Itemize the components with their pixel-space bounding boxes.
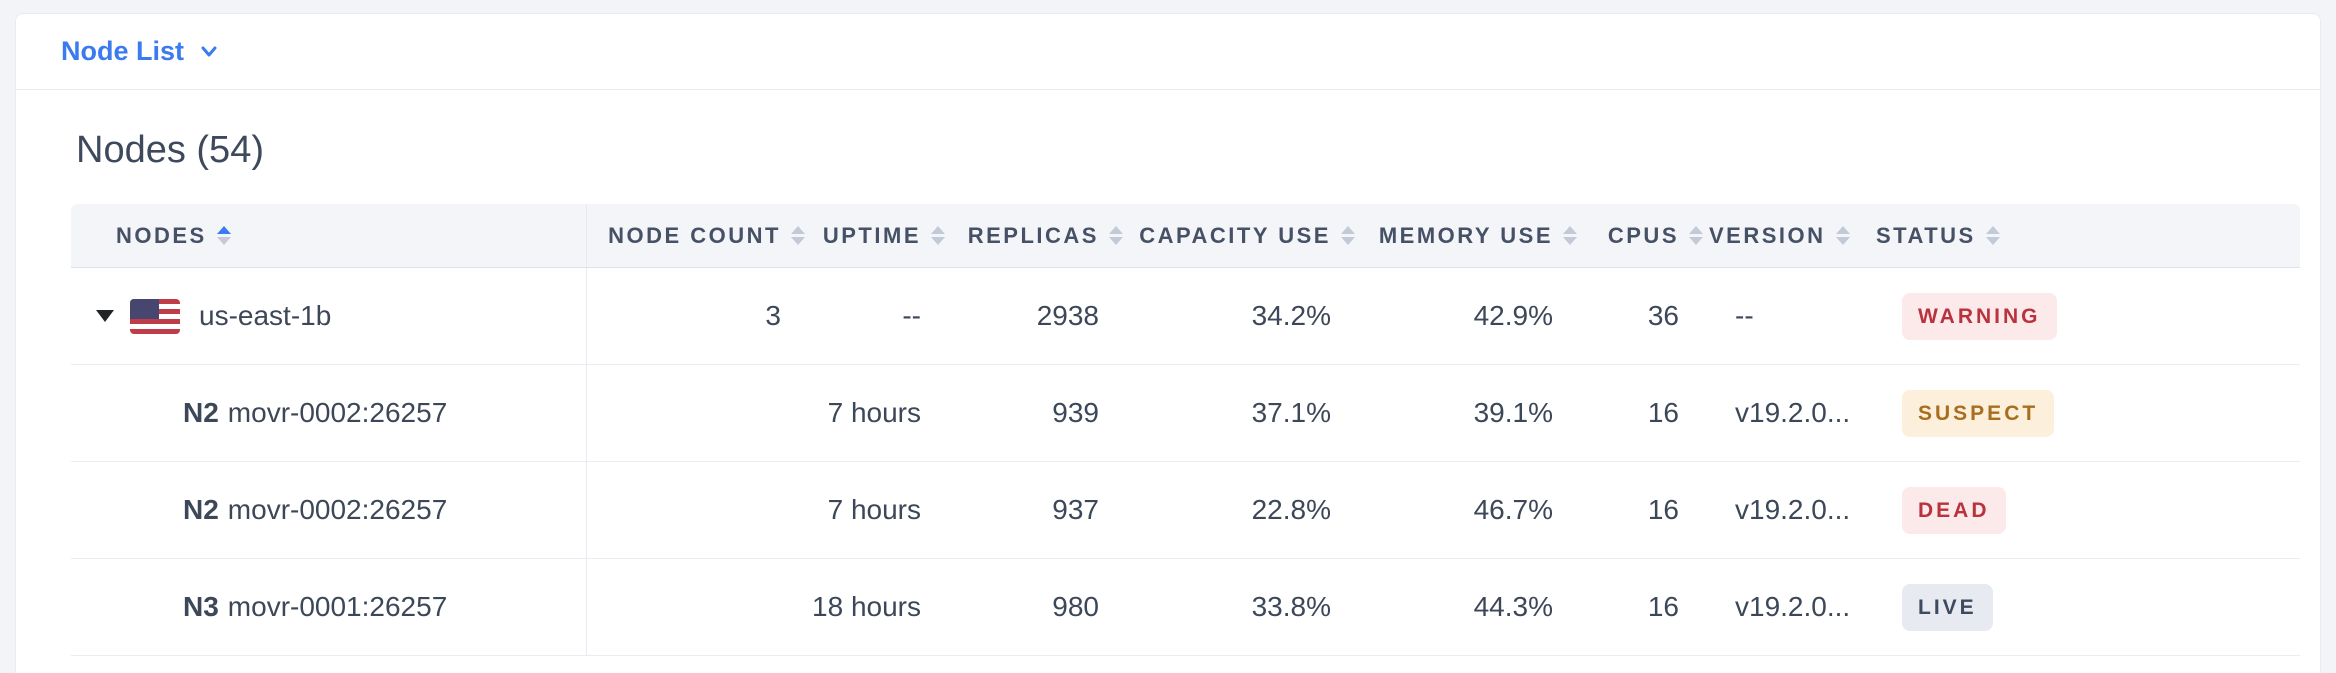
status-badge: WARNING: [1902, 292, 2057, 340]
column-header-label: UPTIME: [822, 222, 921, 248]
collapse-caret-icon[interactable]: [96, 310, 114, 322]
node-count-cell: [587, 559, 811, 655]
page-title: Nodes (54): [76, 129, 264, 171]
column-header-version[interactable]: VERSION: [1709, 204, 1876, 267]
node-address: movr-0001:26257: [227, 591, 448, 622]
sort-icon: [1689, 226, 1703, 245]
status-badge: LIVE: [1902, 583, 1993, 631]
cpus-cell: 16: [1647, 494, 1679, 525]
column-header-label: NODE COUNT: [608, 222, 781, 248]
capacity-use-cell: 34.2%: [1251, 300, 1331, 331]
node-count-cell: [587, 365, 811, 461]
column-header-label: REPLICAS: [967, 222, 1099, 248]
table-body: us-east-1b 3 -- 2938 34.2% 42.9% 36 -- W…: [71, 268, 2300, 656]
status-cell: LIVE: [1876, 559, 2300, 655]
node-list-dropdown-label: Node List: [61, 36, 185, 66]
sort-icon: [1109, 226, 1123, 245]
column-header-label: CAPACITY USE: [1139, 222, 1331, 248]
column-header-status[interactable]: STATUS: [1876, 204, 2300, 267]
region-name: us-east-1b: [199, 300, 332, 331]
column-header-label: NODES: [116, 222, 207, 248]
node-count-cell: 3: [765, 300, 781, 331]
node-id: N2: [183, 494, 219, 525]
column-header-capacity_use[interactable]: CAPACITY USE: [1129, 204, 1361, 267]
version-cell: v19.2.0...: [1735, 591, 1851, 622]
node-address: movr-0002:26257: [227, 397, 448, 428]
column-header-label: STATUS: [1876, 222, 1976, 248]
cpus-cell: 16: [1647, 591, 1679, 622]
sort-icon: [931, 226, 945, 245]
column-header-node_count[interactable]: NODE COUNT: [587, 204, 811, 267]
status-badge: SUSPECT: [1902, 389, 2055, 437]
capacity-use-cell: 33.8%: [1251, 591, 1331, 622]
node-list-card: Node List Nodes (54) NODES NODE COUNT UP…: [15, 13, 2321, 673]
column-header-uptime[interactable]: UPTIME: [811, 204, 951, 267]
sort-icon: [1341, 226, 1355, 245]
column-header-cpus[interactable]: CPUS: [1583, 204, 1709, 267]
version-cell: v19.2.0...: [1735, 397, 1851, 428]
uptime-cell: --: [902, 300, 921, 331]
table-row: us-east-1b 3 -- 2938 34.2% 42.9% 36 -- W…: [71, 268, 2300, 365]
page-topbar: Node List: [16, 14, 2320, 90]
node-list-dropdown[interactable]: Node List: [61, 36, 220, 67]
table-header-row: NODES NODE COUNT UPTIME REPLICAS CAPACIT…: [71, 204, 2300, 268]
uptime-cell: 18 hours: [812, 591, 921, 622]
table-row: N2 movr-0002:26257 7 hours 937 22.8% 46.…: [71, 462, 2300, 559]
nodes-table: NODES NODE COUNT UPTIME REPLICAS CAPACIT…: [71, 204, 2300, 656]
column-header-label: CPUS: [1607, 222, 1679, 248]
memory-use-cell: 42.9%: [1473, 300, 1553, 331]
table-row: N2 movr-0002:26257 7 hours 939 37.1% 39.…: [71, 365, 2300, 462]
column-header-replicas[interactable]: REPLICAS: [951, 204, 1129, 267]
nodes-cell: N2 movr-0002:26257: [71, 462, 587, 558]
column-header-label: MEMORY USE: [1378, 222, 1553, 248]
nodes-cell: N2 movr-0002:26257: [71, 365, 587, 461]
column-header-label: VERSION: [1709, 222, 1826, 248]
node-id: N3: [183, 591, 219, 622]
sort-icon: [216, 226, 231, 245]
status-badge: DEAD: [1902, 486, 2006, 534]
column-header-memory_use[interactable]: MEMORY USE: [1361, 204, 1583, 267]
memory-use-cell: 39.1%: [1473, 397, 1553, 428]
version-cell: v19.2.0...: [1735, 494, 1851, 525]
memory-use-cell: 46.7%: [1473, 494, 1553, 525]
replicas-cell: 937: [1052, 494, 1099, 525]
replicas-cell: 980: [1052, 591, 1099, 622]
table-row: N3 movr-0001:26257 18 hours 980 33.8% 44…: [71, 559, 2300, 656]
sort-icon: [1835, 226, 1850, 245]
replicas-cell: 2938: [1036, 300, 1099, 331]
status-cell: WARNING: [1876, 268, 2300, 364]
node-id: N2: [183, 397, 219, 428]
nodes-cell: N3 movr-0001:26257: [71, 559, 587, 655]
sort-icon: [791, 226, 805, 245]
status-cell: DEAD: [1876, 462, 2300, 558]
us-flag-icon: [130, 298, 180, 334]
uptime-cell: 7 hours: [827, 397, 921, 428]
nodes-cell: us-east-1b: [71, 268, 587, 364]
uptime-cell: 7 hours: [827, 494, 921, 525]
cpus-cell: 36: [1647, 300, 1679, 331]
capacity-use-cell: 37.1%: [1251, 397, 1331, 428]
version-cell: --: [1735, 300, 1754, 331]
status-cell: SUSPECT: [1876, 365, 2300, 461]
cpus-cell: 16: [1647, 397, 1679, 428]
capacity-use-cell: 22.8%: [1251, 494, 1331, 525]
node-count-cell: [587, 462, 811, 558]
node-address: movr-0002:26257: [227, 494, 448, 525]
column-header-nodes[interactable]: NODES: [71, 204, 587, 267]
replicas-cell: 939: [1052, 397, 1099, 428]
sort-icon: [1563, 226, 1577, 245]
chevron-down-icon: [184, 36, 220, 67]
memory-use-cell: 44.3%: [1473, 591, 1553, 622]
sort-icon: [1985, 226, 2000, 245]
